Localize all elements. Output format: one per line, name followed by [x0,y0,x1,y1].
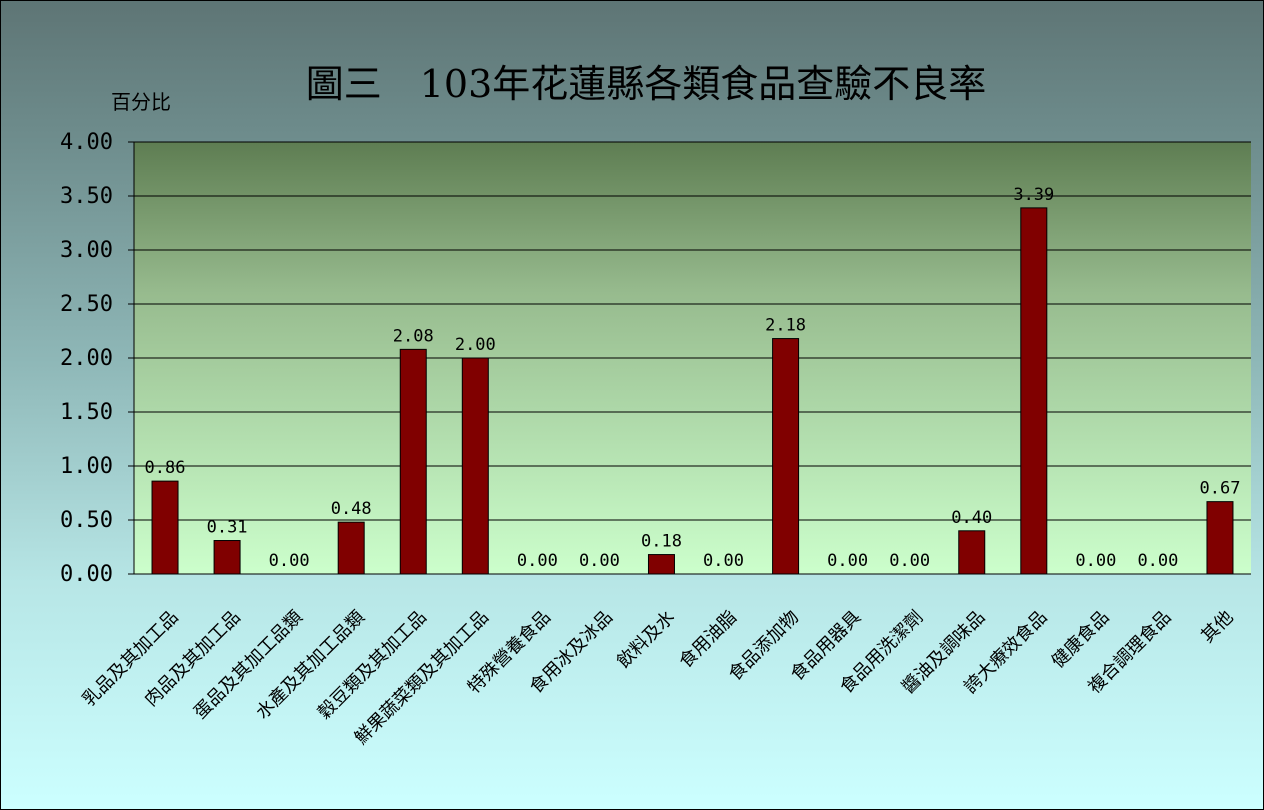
data-label: 2.18 [765,316,806,336]
data-label: 2.00 [455,335,496,355]
data-label: 0.31 [207,518,248,538]
data-label: 0.00 [889,551,930,571]
y-tick-label: 2.50 [60,292,113,317]
data-label: 3.39 [1013,185,1054,205]
bar [647,554,675,575]
bar [1020,207,1048,575]
x-tick-label: 水產及其加工品類 [252,607,369,724]
x-tick-label: 穀豆類及其加工品 [314,607,431,724]
data-label: 0.00 [1137,551,1178,571]
data-label: 0.67 [1199,479,1240,499]
bar [958,530,986,575]
y-tick-label: 3.00 [60,238,113,263]
x-tick-label: 蛋品及其加工品類 [190,607,307,724]
y-tick-label: 2.00 [60,346,113,371]
bar [1206,501,1234,575]
data-label: 0.86 [145,458,186,478]
data-label: 0.00 [827,551,868,571]
chart-title: 圖三 103年花蓮縣各類食品查驗不良率 [306,62,987,106]
data-label: 0.00 [517,551,558,571]
x-tick-label: 飲料及水 [613,607,679,673]
bar [461,357,489,575]
y-tick-label: 3.50 [60,184,113,209]
data-label: 0.40 [951,508,992,528]
y-axis-label: 百分比 [111,90,171,114]
data-label: 0.00 [1075,551,1116,571]
x-tick-label: 其他 [1197,607,1237,647]
data-label: 0.00 [703,551,744,571]
data-label: 0.48 [331,499,372,519]
bar [213,540,241,575]
data-label: 0.00 [579,551,620,571]
bar [151,480,179,575]
y-tick-label: 0.50 [60,508,113,533]
data-labels: 0.86 0.31 0.00 0.48 2.08 2.00 0.00 0.00 0.18 0.00… [145,185,1241,571]
bar [399,348,427,575]
y-tick-label: 1.50 [60,400,113,425]
bar [337,521,365,575]
data-label: 0.00 [269,551,310,571]
y-tick-label: 1.00 [60,454,113,479]
bars [151,207,1234,575]
x-axis: 乳品及其加工品肉品及其加工品蛋品及其加工品類水產及其加工品類穀豆類及其加工品鮮果… [79,607,1238,749]
data-label: 0.18 [641,532,682,552]
y-tick-label: 4.00 [60,130,113,155]
data-label: 2.08 [393,326,434,346]
bar [772,338,800,575]
y-tick-label: 0.00 [60,562,113,587]
y-axis: 0.00 0.50 1.00 1.50 2.00 2.50 3.00 3.50 4.00 [60,130,1251,587]
